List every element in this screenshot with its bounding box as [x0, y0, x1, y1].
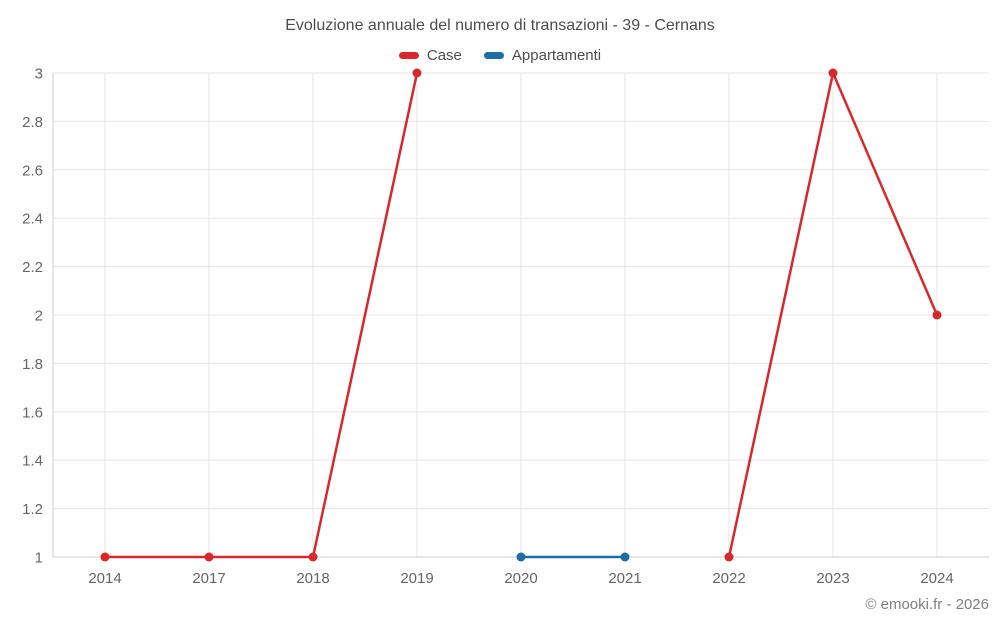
x-axis-tick-label: 2018: [296, 570, 329, 587]
data-point-appartamenti-2021[interactable]: [620, 552, 630, 562]
y-axis-tick-label: 1.2: [22, 501, 43, 518]
data-point-case-2017[interactable]: [204, 552, 214, 562]
case-series-swatch-icon: [398, 52, 419, 59]
x-axis-tick-label: 2019: [400, 570, 433, 587]
credit-text: © emooki.fr - 2026: [865, 596, 989, 613]
data-point-case-2022[interactable]: [724, 552, 734, 562]
y-axis-tick-label: 1.4: [22, 453, 43, 470]
x-axis-tick-label: 2023: [816, 570, 849, 587]
appartamenti-series-swatch-icon: [483, 52, 504, 59]
y-axis-tick-label: 1: [35, 550, 43, 567]
data-point-case-2014[interactable]: [100, 552, 110, 562]
legend-label-case: Case: [426, 47, 462, 64]
legend: Case Appartamenti: [0, 47, 1000, 64]
x-axis-tick-label: 2021: [608, 570, 641, 587]
y-axis-tick-label: 2.8: [22, 114, 43, 131]
y-axis-tick-label: 1.8: [22, 356, 43, 373]
data-point-appartamenti-2020[interactable]: [516, 552, 526, 562]
y-axis-tick-label: 2.6: [22, 162, 43, 179]
legend-item-appartamenti[interactable]: Appartamenti: [483, 47, 602, 64]
data-point-case-2023[interactable]: [828, 68, 838, 78]
x-axis-tick-label: 2024: [920, 570, 953, 587]
y-axis-tick-label: 2.2: [22, 259, 43, 276]
chart-title: Evoluzione annuale del numero di transaz…: [285, 17, 715, 34]
y-axis-tick-label: 1.6: [22, 404, 43, 421]
legend-label-appartamenti: Appartamenti: [511, 47, 602, 64]
y-axis-tick-label: 3: [35, 66, 43, 83]
x-axis-tick-label: 2020: [504, 570, 537, 587]
x-axis-tick-label: 2022: [712, 570, 745, 587]
x-axis-tick-label: 2014: [88, 570, 121, 587]
x-axis-tick-label: 2017: [192, 570, 225, 587]
data-point-case-2024[interactable]: [932, 310, 942, 320]
y-axis-tick-label: 2: [35, 308, 43, 325]
y-axis-tick-label: 2.4: [22, 211, 43, 228]
legend-item-case[interactable]: Case: [398, 47, 462, 64]
data-point-case-2019[interactable]: [412, 68, 422, 78]
data-point-case-2018[interactable]: [308, 552, 318, 562]
